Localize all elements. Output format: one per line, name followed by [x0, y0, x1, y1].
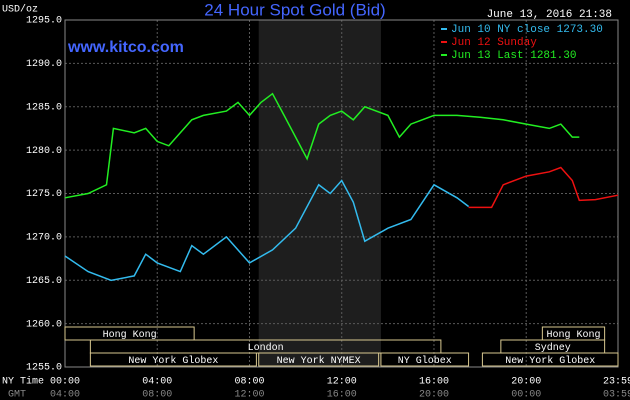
session-label: Sydney — [535, 342, 571, 354]
session-label: New York Globex — [505, 355, 595, 367]
x-tick-label: 04:00 — [142, 377, 172, 388]
x-tick-label: 08:00 — [234, 377, 264, 388]
session-label: London — [248, 342, 284, 354]
y-tick-label: 1270.0 — [26, 233, 62, 244]
price-line — [468, 166, 619, 209]
x-tick-label: 16:00 — [419, 377, 449, 388]
y-tick-label: 1285.0 — [26, 102, 62, 113]
y-tick-label: 1255.0 — [26, 363, 62, 374]
session-box — [380, 352, 470, 367]
legend-label: Jun 13 Last 1281.30 — [451, 50, 576, 62]
x-tick-label: 12:00 — [327, 377, 357, 388]
gmt-tick-label: 00:00 — [511, 390, 541, 400]
session-box — [481, 352, 619, 367]
gmt-tick-label: 04:00 — [50, 390, 80, 400]
session-box — [258, 352, 380, 367]
session-label: New York Globex — [128, 355, 218, 367]
x-tick-label: 00:00 — [50, 377, 80, 388]
y-tick-label: 1265.0 — [26, 276, 62, 287]
gmt-tick-label: 03:59 — [603, 390, 630, 400]
session-label: New York NYMEX — [277, 355, 361, 367]
gmt-tick-label: 12:00 — [234, 390, 264, 400]
session-label: Hong Kong — [546, 330, 600, 341]
plot-frame — [64, 19, 619, 368]
y-tick-label: 1260.0 — [26, 319, 62, 330]
timestamp: June 13, 2016 21:38 — [487, 9, 612, 21]
gmt-tick-label: 08:00 — [142, 390, 172, 400]
price-line — [64, 179, 470, 282]
session-box — [89, 352, 257, 367]
y-tick-label: 1295.0 — [26, 16, 62, 27]
y-tick-label: 1280.0 — [26, 146, 62, 157]
gmt-tick-label: 20:00 — [419, 390, 449, 400]
y-tick-label: 1275.0 — [26, 189, 62, 200]
legend-label: Jun 10 NY close 1273.30 — [451, 24, 603, 36]
shaded-region — [258, 20, 381, 367]
chart-title: 24 Hour Spot Gold (Bid) — [204, 0, 385, 19]
session-label: NY Globex — [398, 355, 452, 367]
gmt-label: GMT — [8, 390, 26, 400]
ny-time-label: NY Time — [2, 376, 44, 388]
session-label: Hong Kong — [103, 330, 157, 341]
y-tick-label: 1290.0 — [26, 59, 62, 70]
x-tick-label: 23:59 — [603, 377, 630, 388]
y-axis-label: USD/oz — [2, 4, 38, 16]
watermark: www.kitco.com — [67, 39, 184, 56]
legend-label: Jun 12 Sunday — [451, 37, 537, 49]
price-line — [64, 92, 580, 199]
x-tick-label: 20:00 — [511, 377, 541, 388]
gmt-tick-label: 16:00 — [327, 390, 357, 400]
